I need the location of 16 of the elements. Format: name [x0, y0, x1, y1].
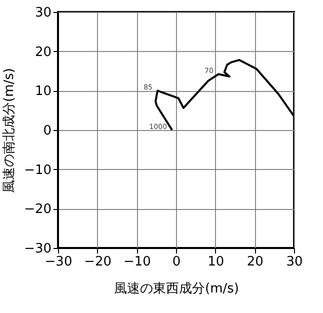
- y-tick-label: −30: [24, 242, 52, 256]
- y-tick-label: 10: [34, 84, 52, 100]
- x-tick-label: 30: [286, 254, 303, 270]
- x-tick-label: 20: [246, 254, 264, 270]
- y-tick-label: −10: [24, 162, 52, 178]
- x-tick-label: 10: [208, 254, 224, 270]
- x-tick-label: −20: [84, 254, 112, 270]
- y-tick-label: 0: [43, 124, 52, 138]
- x-tick-label: −30: [44, 254, 72, 270]
- y-tick-label: −20: [24, 202, 52, 218]
- y-tick-label: 30: [34, 6, 52, 20]
- x-tick-label: −10: [123, 254, 151, 270]
- y-axis-title: 風速の南北成分(m/s): [2, 68, 18, 193]
- x-tick-label: 0: [172, 254, 181, 270]
- x-axis-title: 風速の東西成分(m/s): [114, 282, 239, 296]
- y-tick-label: 20: [34, 44, 52, 60]
